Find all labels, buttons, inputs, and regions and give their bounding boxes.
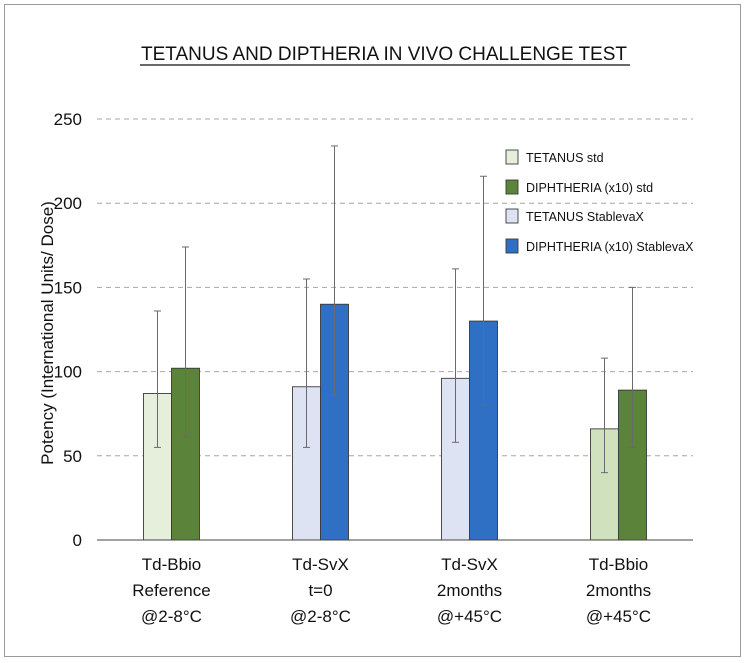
y-tick-0: 0 — [73, 531, 82, 550]
category-label-1-2: @2-8°C — [290, 607, 351, 626]
legend-swatch-1 — [505, 179, 519, 195]
legend-label-1: DIPHTHERIA (x10) std — [526, 181, 653, 195]
category-label-2-2: @+45°C — [437, 607, 502, 626]
category-label-0-2: @2-8°C — [141, 607, 202, 626]
y-tick-200: 200 — [54, 194, 82, 213]
y-axis-label: Potency (International Units/ Dose) — [38, 201, 57, 465]
legend-swatch-2 — [505, 208, 519, 224]
y-tick-100: 100 — [54, 363, 82, 382]
legend: TETANUS std DIPHTHERIA (x10) std TETANUS S… — [505, 149, 694, 254]
category-label-2-1: 2months — [437, 581, 502, 600]
error-bars — [154, 145, 636, 474]
chart-frame — [4, 4, 741, 657]
y-tick-150: 150 — [54, 278, 82, 297]
category-label-3-1: 2months — [586, 581, 651, 600]
bars — [143, 303, 647, 541]
legend-swatch-3 — [505, 238, 519, 254]
legend-swatch-0 — [505, 149, 519, 165]
category-label-3-2: @+45°C — [586, 607, 651, 626]
category-label-0-0: Td-Bbio — [142, 555, 202, 574]
y-tick-250: 250 — [54, 110, 82, 129]
category-label-1-1: t=0 — [308, 581, 332, 600]
legend-label-3: DIPHTHERIA (x10) StablevaX — [526, 240, 694, 254]
y-tick-labels: 0 50 100 150 200 250 — [54, 110, 82, 550]
category-labels: Td-Bbio Reference @2-8°C Td-SvX t=0 @2-8°C Td-… — [132, 555, 651, 626]
legend-label-2: TETANUS StablevaX — [526, 210, 645, 224]
category-label-2-0: Td-SvX — [441, 555, 498, 574]
chart-title: TETANUS AND DIPTHERIA IN VIVO CHALLENGE … — [141, 44, 627, 65]
legend-label-0: TETANUS std — [526, 151, 604, 165]
category-label-0-1: Reference — [132, 581, 210, 600]
y-tick-50: 50 — [63, 447, 82, 466]
category-label-1-0: Td-SvX — [292, 555, 349, 574]
category-label-3-0: Td-Bbio — [589, 555, 649, 574]
